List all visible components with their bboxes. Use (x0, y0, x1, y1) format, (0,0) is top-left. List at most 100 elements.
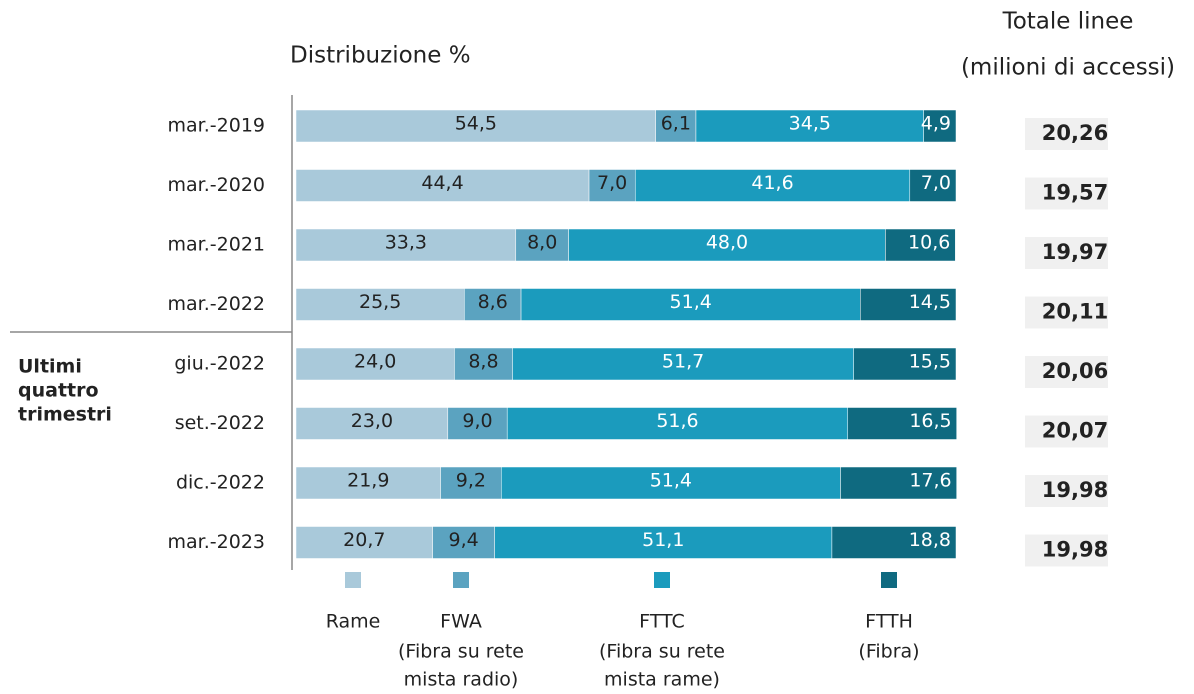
total-box (1025, 356, 1108, 388)
legend-note: (Fibra su rete (599, 641, 725, 663)
bar-segment (295, 347, 455, 381)
totals-title: Totale linee (1002, 9, 1134, 35)
data-label: 14,5 (909, 291, 951, 313)
bar-segment (506, 407, 849, 440)
total-label: 19,57 (1042, 181, 1108, 205)
data-label: 48,0 (706, 232, 748, 254)
total-label: 19,98 (1042, 538, 1108, 562)
data-label: 21,9 (347, 470, 389, 492)
data-label: 54,5 (455, 113, 497, 135)
bar-segment (847, 407, 957, 440)
y-tick-label: dic.-2022 (176, 472, 265, 494)
total-label: 20,07 (1042, 419, 1108, 443)
bar-segment (295, 228, 517, 262)
total-box (1025, 534, 1108, 567)
bar-segment (447, 407, 508, 440)
data-label: 41,6 (751, 172, 793, 194)
bar-segment (454, 347, 513, 381)
data-label: 7,0 (921, 172, 951, 194)
total-box (1025, 475, 1108, 507)
legend-note: mista rame) (604, 669, 720, 691)
total-box (1025, 118, 1108, 150)
total-label: 19,98 (1042, 478, 1108, 502)
y-tick-label: mar.-2020 (168, 174, 265, 196)
data-label: 17,6 (909, 470, 951, 492)
legend-note: (Fibra su rete (398, 641, 524, 663)
bar-segment (634, 169, 911, 202)
bar-segment (568, 228, 886, 262)
y-tick-label: mar.-2019 (168, 115, 265, 137)
data-label: 15,5 (909, 351, 951, 373)
data-label: 51,4 (650, 470, 692, 492)
data-label: 8,0 (527, 232, 557, 254)
data-label: 51,6 (656, 410, 698, 432)
bar-segment (295, 466, 441, 500)
chart-title: Distribuzione % (290, 43, 471, 69)
data-label: 34,5 (789, 113, 831, 135)
data-label: 51,7 (662, 351, 704, 373)
data-label: 9,0 (462, 410, 492, 432)
legend-swatch (654, 572, 670, 588)
bar-segment (432, 526, 495, 559)
bar-segment (695, 109, 924, 143)
legend-swatch (345, 572, 361, 588)
bar-segment (853, 347, 957, 381)
group-label: Ultimi (18, 356, 82, 378)
total-label: 20,26 (1042, 121, 1108, 145)
data-label: 25,5 (359, 291, 401, 313)
data-label: 18,8 (909, 529, 951, 551)
data-label: 51,4 (670, 291, 712, 313)
data-label: 20,7 (343, 529, 385, 551)
bar-segment (512, 347, 854, 381)
legend-note: (Fibra) (858, 641, 919, 663)
total-box (1025, 296, 1108, 329)
data-label: 9,2 (456, 470, 486, 492)
bar-segment (860, 288, 957, 321)
y-tick-label: set.-2022 (175, 412, 265, 434)
total-label: 20,11 (1042, 300, 1108, 324)
data-label: 8,8 (468, 351, 498, 373)
total-label: 20,06 (1042, 359, 1108, 383)
bar-segment (295, 109, 656, 143)
bar-segment (494, 526, 833, 559)
bar-segment (295, 407, 449, 440)
group-label: quattro (18, 380, 99, 402)
data-label: 10,6 (908, 232, 950, 254)
bar-segment (440, 466, 502, 500)
group-label: trimestri (18, 404, 112, 426)
total-box (1025, 237, 1108, 269)
bar-segment (295, 288, 465, 321)
data-label: 51,1 (642, 529, 684, 551)
y-tick-label: mar.-2021 (168, 234, 265, 256)
total-box (1025, 415, 1108, 448)
legend-label: FWA (440, 611, 482, 633)
data-label: 9,4 (449, 529, 479, 551)
data-label: 16,5 (909, 410, 951, 432)
bar-segment (464, 288, 522, 321)
data-label: 24,0 (354, 351, 396, 373)
bar-segment (295, 169, 590, 202)
y-tick-label: giu.-2022 (174, 353, 265, 375)
y-tick-label: mar.-2023 (168, 531, 265, 553)
bar-segment (588, 169, 636, 202)
bar-segment (501, 466, 841, 500)
legend-label: Rame (326, 611, 381, 633)
data-label: 4,9 (921, 113, 951, 135)
data-label: 8,6 (478, 291, 508, 313)
bar-segment (885, 228, 956, 262)
totals-title: (milioni di accessi) (961, 55, 1175, 81)
bar-segment (909, 169, 957, 202)
data-label: 23,0 (351, 410, 393, 432)
data-label: 33,3 (385, 232, 427, 254)
legend-label: FTTH (865, 611, 913, 633)
y-tick-label: mar.-2022 (168, 293, 265, 315)
bar-segment (923, 109, 957, 143)
bar-segment (520, 288, 861, 321)
legend-note: mista radio) (404, 669, 519, 691)
bar-segment (655, 109, 697, 143)
bar-segment (840, 466, 957, 500)
legend-swatch (453, 572, 469, 588)
data-label: 6,1 (661, 113, 691, 135)
total-label: 19,97 (1042, 240, 1108, 264)
